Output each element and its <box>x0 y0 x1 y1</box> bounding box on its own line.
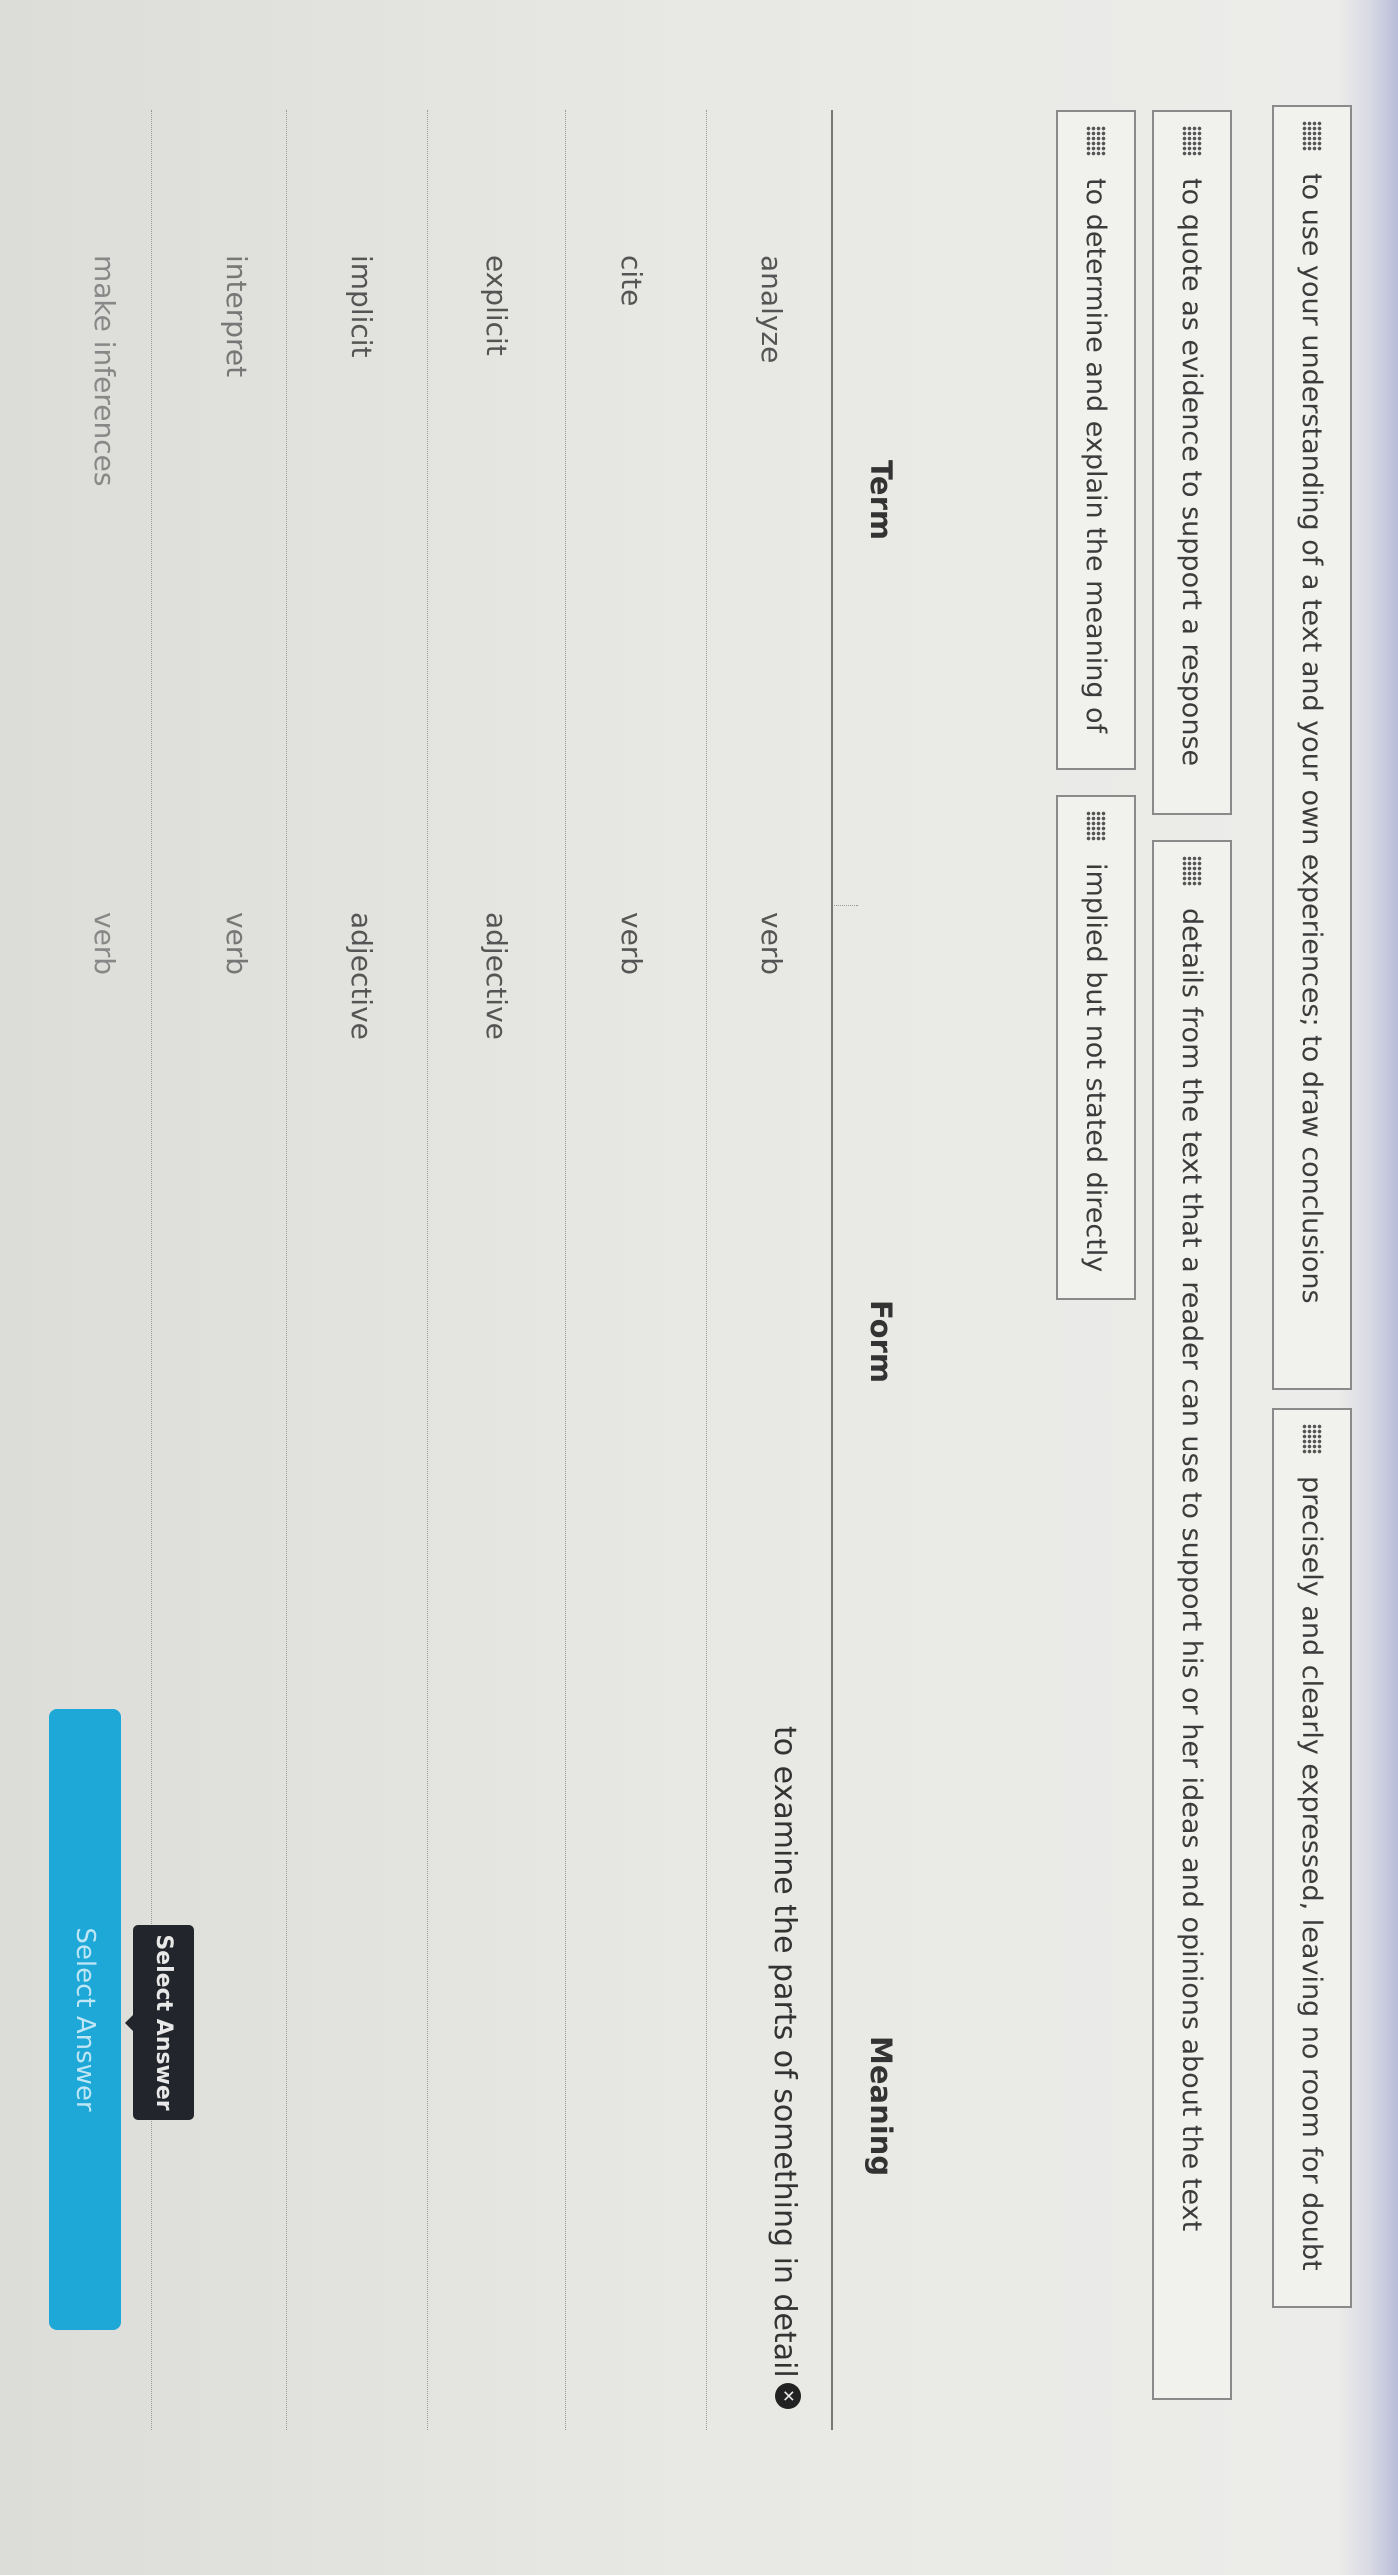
answer-chip[interactable]: precisely and clearly expressed, leaving… <box>1272 1408 1352 2308</box>
chip-label: to use your understanding of a text and … <box>1296 173 1328 1304</box>
grip-icon[interactable] <box>1086 126 1106 156</box>
term-cell: analyze <box>755 255 788 364</box>
header-term: Term <box>864 460 898 541</box>
form-cell: verb <box>88 912 121 976</box>
answer-chip[interactable]: to quote as evidence to support a respon… <box>1152 110 1232 815</box>
chip-label: to determine and explain the meaning of <box>1080 178 1112 734</box>
answer-chip[interactable]: details from the text that a reader can … <box>1152 840 1232 2400</box>
grip-icon[interactable] <box>1302 1424 1322 1454</box>
select-answer-button[interactable]: Select Answer <box>49 1709 121 2330</box>
grip-icon[interactable] <box>1302 121 1322 151</box>
term-cell: make inferences <box>88 255 121 487</box>
header-form: Form <box>864 1300 898 1384</box>
tooltip: Select Answer <box>133 1925 194 2120</box>
chip-label: details from the text that a reader can … <box>1176 908 1208 2232</box>
column-divider <box>832 905 858 906</box>
header-meaning: Meaning <box>864 2036 898 2177</box>
answer-chip[interactable]: to use your understanding of a text and … <box>1272 105 1352 1390</box>
row-divider <box>565 110 566 2430</box>
header-divider <box>831 110 833 2430</box>
grip-icon[interactable] <box>1182 126 1202 156</box>
answer-chip[interactable]: implied but not stated directly <box>1056 795 1136 1300</box>
term-cell: implicit <box>345 255 378 358</box>
form-cell: adjective <box>345 912 378 1040</box>
row-divider <box>706 110 707 2430</box>
row-divider <box>286 110 287 2430</box>
meaning-cell[interactable]: to examine the parts of something in det… <box>767 1726 802 2378</box>
grip-icon[interactable] <box>1086 811 1106 841</box>
chip-label: to quote as evidence to support a respon… <box>1176 178 1208 767</box>
x-circle-icon[interactable]: ✕ <box>775 2383 801 2409</box>
chip-label: precisely and clearly expressed, leaving… <box>1296 1476 1328 2271</box>
term-cell: cite <box>615 255 648 307</box>
chip-label: implied but not stated directly <box>1080 863 1112 1273</box>
form-cell: verb <box>755 912 788 976</box>
grip-icon[interactable] <box>1182 856 1202 886</box>
form-cell: adjective <box>480 912 513 1040</box>
row-divider <box>427 110 428 2430</box>
form-cell: verb <box>615 912 648 976</box>
answer-chip[interactable]: to determine and explain the meaning of <box>1056 110 1136 770</box>
form-cell: verb <box>220 912 253 976</box>
term-cell: interpret <box>220 255 253 378</box>
term-cell: explicit <box>480 255 513 356</box>
